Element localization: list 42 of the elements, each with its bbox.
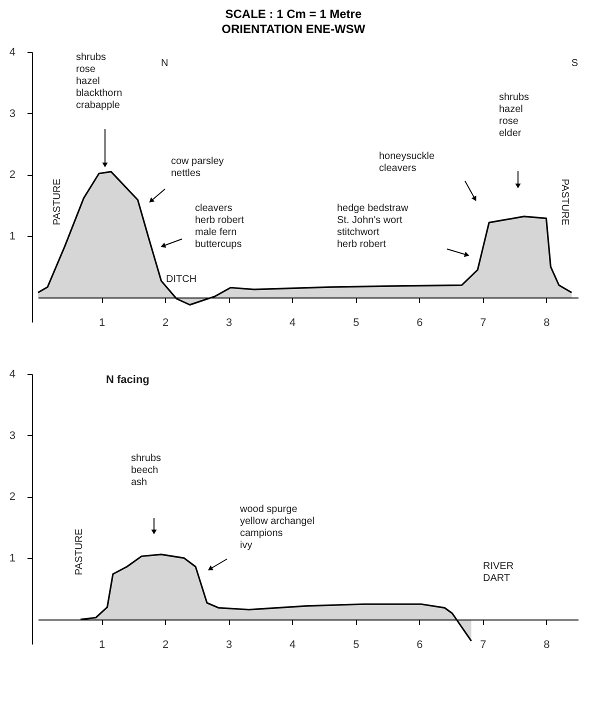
annotation: wood spurge yellow archangel campions ivy (239, 504, 314, 551)
annotation: cow parsley nettles (171, 156, 224, 179)
x-tick-label: 1 (98, 316, 106, 329)
x-tick-label: 6 (416, 638, 423, 651)
x-tick-label: 1 (98, 638, 106, 651)
x-tick-label: 5 (353, 638, 360, 651)
x-tick-label: 3 (226, 638, 232, 651)
x-tick-label: 7 (480, 316, 486, 329)
x-tick-label: 2 (162, 638, 169, 651)
chart-title: N facing (106, 374, 150, 386)
x-tick-label: 3 (226, 316, 232, 329)
chart-title: SCALE : 1 Cm = 1 Metre (225, 7, 362, 21)
y-tick-label: 2 (9, 491, 16, 504)
x-tick-label: 4 (290, 316, 296, 329)
annotation: RIVER DART (483, 561, 514, 584)
y-tick-label: 1 (9, 230, 16, 243)
x-tick-label: 6 (416, 316, 423, 329)
y-tick-label: 4 (9, 368, 16, 380)
annotation: shrubs hazel rose elder (499, 92, 530, 139)
y-tick-label: 2 (9, 169, 16, 182)
annotation: cleavers herb robert male fern buttercups (195, 203, 244, 250)
x-tick-label: 8 (544, 638, 550, 651)
x-tick-label: 5 (353, 316, 360, 329)
annotation: PASTURE (559, 178, 570, 226)
annotation: shrubs beech ash (131, 453, 162, 488)
y-tick-label: 4 (9, 46, 16, 58)
x-tick-label: 7 (480, 638, 486, 651)
annotation: PASTURE (52, 178, 63, 226)
annotation: shrubs rose hazel blackthorn crabapple (76, 52, 122, 111)
x-tick-label: 8 (544, 316, 550, 329)
annotation: PASTURE (74, 528, 85, 576)
x-tick-label: 4 (290, 638, 296, 651)
annotation: N (161, 58, 168, 69)
annotation: DITCH (166, 274, 197, 285)
annotation: hedge bedstraw St. John's wort stitchwort herb robert (337, 203, 409, 250)
y-tick-label: 1 (9, 552, 16, 565)
x-tick-label: 2 (162, 316, 169, 329)
annotation: S (571, 58, 578, 69)
y-tick-label: 3 (9, 430, 16, 442)
annotation: honeysuckle cleavers (379, 151, 436, 174)
y-tick-label: 3 (9, 108, 16, 120)
chart-subtitle: ORIENTATION ENE-WSW (222, 22, 366, 36)
